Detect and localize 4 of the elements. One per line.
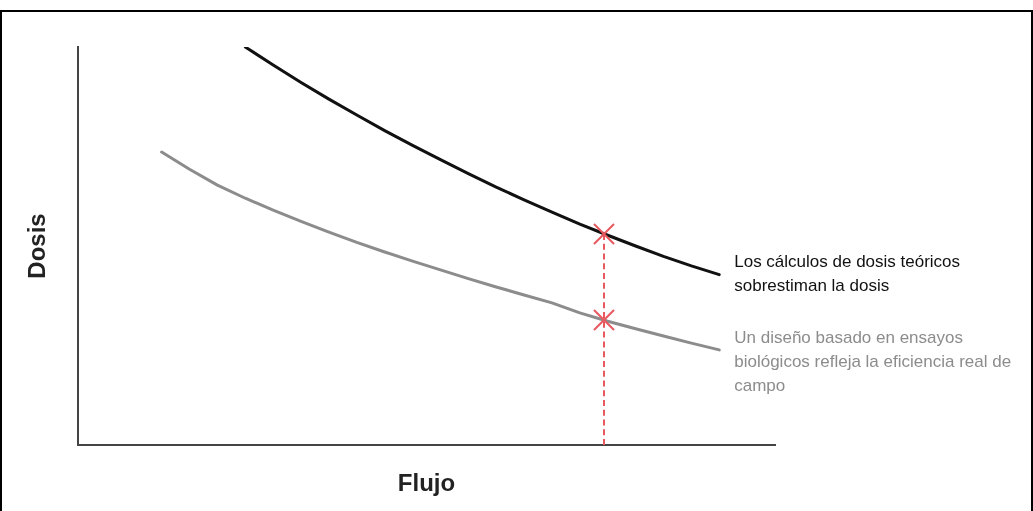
series-label: Los cálculos de dosis teóricos sobrestiman la dosis: [734, 252, 961, 296]
y-axis-title: Dosis: [23, 213, 51, 279]
series-label: Un diseño basado en ensayos biológicos refleja la eficiencia real de campo: [734, 327, 1012, 395]
x-axis-title: Flujo: [397, 469, 456, 497]
